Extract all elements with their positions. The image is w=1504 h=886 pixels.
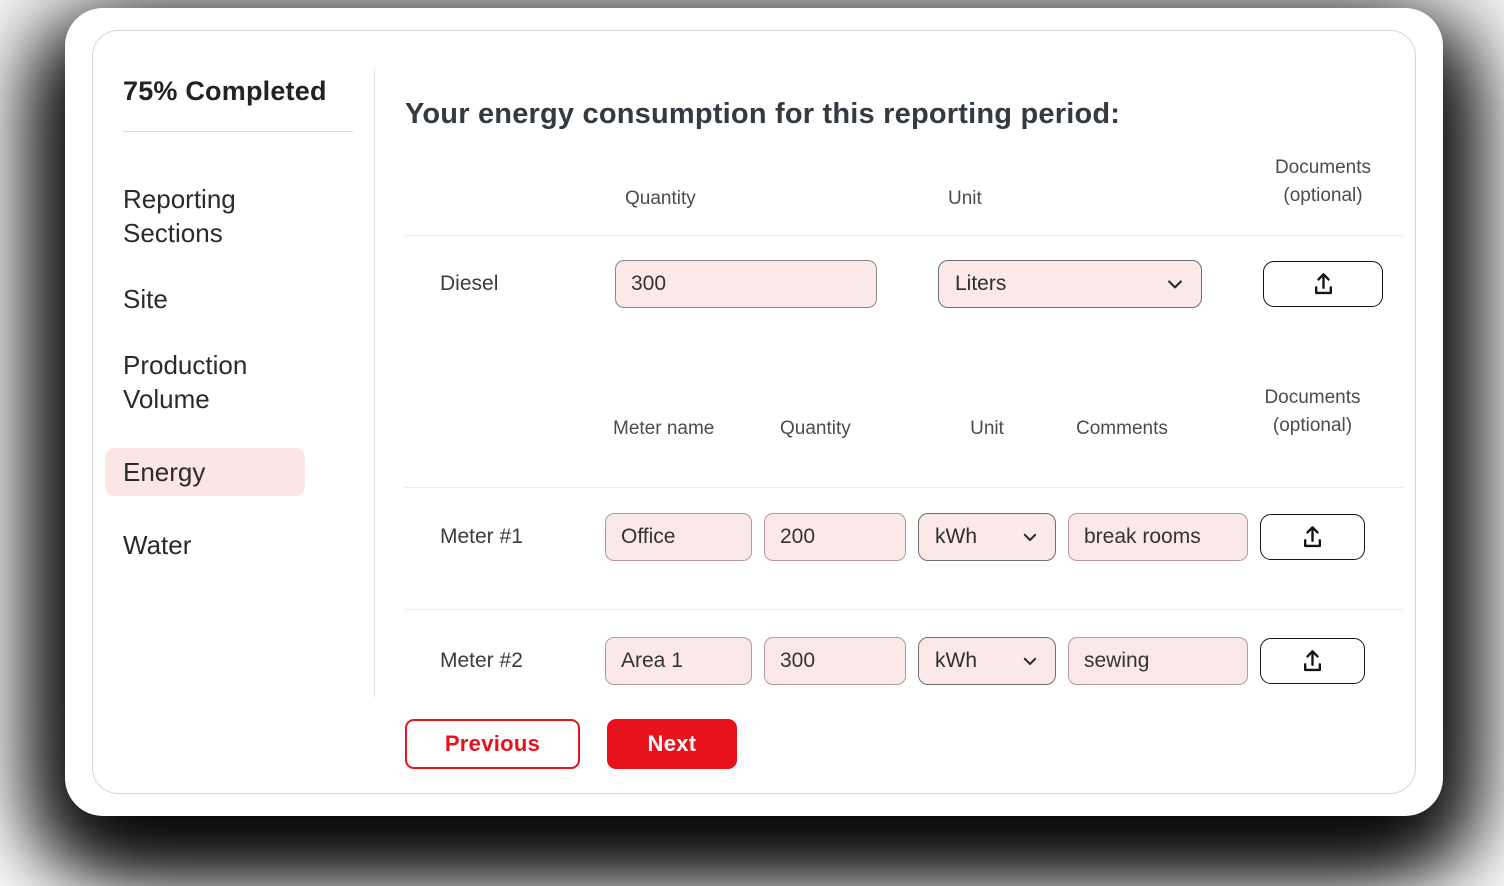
meter-table-divider-2 [405, 609, 1403, 610]
sidebar-nav: Reporting Sections Site Production Volum… [105, 182, 355, 562]
meter1-unit-select[interactable]: kWh [918, 513, 1056, 561]
diesel-quantity-input[interactable] [615, 260, 877, 308]
meter2-upload-button[interactable] [1260, 638, 1365, 684]
meter2-name-input[interactable] [605, 637, 752, 685]
chevron-down-icon [1023, 533, 1037, 541]
meter-table-header: Meter name Quantity Unit Comments Docume… [405, 384, 1403, 440]
meter-table-divider-1 [405, 487, 1403, 488]
progress-label: 75% Completed [123, 76, 327, 106]
sidebar-item-water[interactable]: Water [123, 530, 192, 560]
meter1-comments-input[interactable] [1068, 513, 1248, 561]
meter-row-1: Meter #1 kWh [405, 513, 1403, 561]
page-title: Your energy consumption for this reporti… [405, 98, 1121, 130]
diesel-unit-value: Liters [955, 272, 1007, 295]
meter1-quantity-input[interactable] [764, 513, 906, 561]
upload-icon [1314, 272, 1332, 294]
meter2-unit-value: kWh [935, 649, 977, 672]
meter-row-label: Meter #2 [440, 649, 523, 672]
sidebar-item-production-volume[interactable]: Production Volume [123, 350, 248, 414]
form-panel: 75% Completed Reporting Sections Site Pr… [92, 30, 1416, 794]
sidebar-main-divider [374, 69, 375, 697]
upload-icon [1304, 649, 1321, 671]
fuel-documents-header: Documents (optional) [1274, 157, 1372, 206]
chevron-down-icon [1023, 657, 1037, 665]
meter-comments-header: Comments [1076, 418, 1168, 439]
meter-unit-header: Unit [970, 418, 1004, 439]
diesel-unit-select[interactable]: Liters [938, 260, 1202, 308]
meter1-unit-value: kWh [935, 525, 977, 548]
previous-button[interactable]: Previous [405, 719, 580, 769]
fuel-quantity-header: Quantity [625, 188, 696, 209]
app-card: 75% Completed Reporting Sections Site Pr… [65, 8, 1443, 816]
fuel-unit-header: Unit [948, 188, 982, 209]
sidebar-item-energy[interactable]: Energy [105, 448, 305, 496]
chevron-down-icon [1168, 280, 1182, 289]
fuel-row-diesel: Diesel Liters [405, 260, 1403, 308]
sidebar: 75% Completed Reporting Sections Site Pr… [105, 76, 355, 594]
meter1-upload-button[interactable] [1260, 514, 1365, 560]
meter-row-label: Meter #1 [440, 525, 523, 548]
sidebar-item-site[interactable]: Site [123, 284, 168, 314]
meter-quantity-header: Quantity [780, 418, 851, 439]
form-actions: Previous Next [405, 719, 1403, 769]
diesel-upload-button[interactable] [1263, 261, 1383, 307]
main-content: Your energy consumption for this reporti… [405, 31, 1403, 769]
upload-icon [1304, 525, 1321, 547]
meter2-comments-input[interactable] [1068, 637, 1248, 685]
fuel-table-divider [405, 235, 1403, 236]
sidebar-item-reporting-sections[interactable]: Reporting Sections [123, 184, 236, 248]
meter1-name-input[interactable] [605, 513, 752, 561]
meter-row-2: Meter #2 kWh [405, 637, 1403, 685]
fuel-table-header: Quantity Unit Documents (optional) [405, 154, 1403, 210]
meter-documents-header: Documents (optional) [1264, 387, 1361, 436]
next-button[interactable]: Next [607, 719, 737, 769]
fuel-row-label: Diesel [440, 272, 499, 295]
sidebar-divider [123, 131, 353, 132]
meter2-unit-select[interactable]: kWh [918, 637, 1056, 685]
meter2-quantity-input[interactable] [764, 637, 906, 685]
meter-name-header: Meter name [613, 418, 715, 439]
